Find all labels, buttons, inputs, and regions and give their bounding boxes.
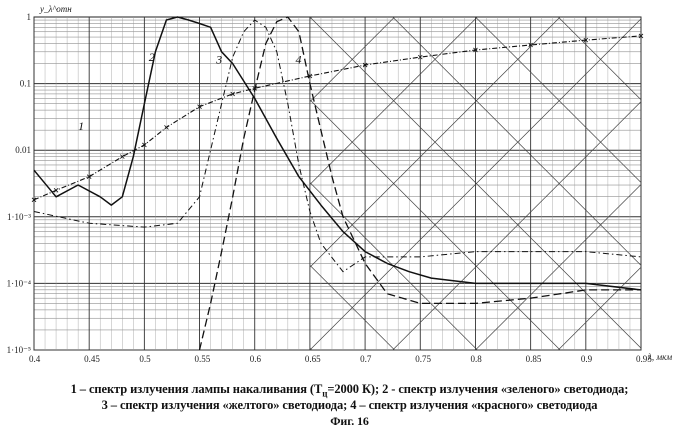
legend-line-2: 3 – спектр излучения «желтого» светодиод… — [101, 398, 598, 412]
diagonal-line — [475, 183, 641, 350]
series-group — [31, 16, 644, 351]
x-tick-label: 0.55 — [195, 354, 211, 364]
diagonal-line — [309, 17, 478, 185]
diagonal-line — [309, 17, 313, 20]
x-tick-label: 0.6 — [250, 354, 262, 364]
legend-item-1-sub: ц — [322, 388, 328, 399]
curve-label-4: 4 — [296, 53, 302, 67]
y-tick-label: 1 — [27, 12, 32, 22]
diagonal-line — [557, 266, 641, 350]
diagonal-line — [309, 18, 641, 350]
legend-item-1-part-b: =2000 К); 2 - спектр излучения «зеленого… — [327, 382, 629, 396]
series-point-1 — [197, 104, 202, 109]
diagonal-line — [640, 17, 641, 18]
plot-frame — [33, 16, 642, 351]
y-tick-label: 0.1 — [20, 79, 31, 89]
x-tick-label: 0.8 — [470, 354, 482, 364]
y-axis-label: y_λ^отн — [39, 4, 72, 14]
x-axis-label: λ, мкм — [647, 352, 672, 362]
series-point-1 — [583, 37, 589, 43]
x-tick-label: 0.5 — [139, 354, 151, 364]
diagonal-line — [640, 349, 641, 350]
series-point-1 — [473, 47, 478, 53]
x-tick-label: 0.95 — [636, 354, 652, 364]
curve-label-1: 1 — [78, 119, 84, 133]
diagonal-line — [309, 17, 561, 268]
y-tick-label: 1·10⁻³ — [7, 212, 31, 222]
series-point-1 — [230, 91, 235, 97]
series-point-1 — [417, 54, 423, 60]
series-line-4 — [198, 16, 641, 351]
diagonal-line — [475, 17, 641, 184]
legend-item-1-part-a: 1 – спектр излучения лампы накаливания (… — [70, 382, 323, 396]
x-tick-label: 0.4 — [29, 354, 41, 364]
series-point-1 — [362, 62, 368, 68]
x-tick-label: 0.7 — [360, 354, 372, 364]
series-point-1 — [86, 174, 92, 179]
figure-label: Фиг. 16 — [330, 414, 369, 428]
diagonal-line — [309, 17, 395, 103]
y-tick-label: 1·10⁻⁵ — [7, 345, 31, 355]
grid — [33, 16, 642, 351]
y-tick-label: 0.01 — [15, 145, 31, 155]
series-point-1 — [120, 154, 125, 159]
legend-line-1: 1 – спектр излучения лампы накаливания (… — [0, 382, 699, 399]
series-point-1 — [31, 197, 37, 203]
diagonal-grid-overlay — [309, 17, 641, 350]
x-tick-label: 0.65 — [305, 354, 321, 364]
spectrum-chart: 0.4 0.45 0.5 0.55 0.6 0.65 0.7 0.75 0.8 0.85 0.9 0.… — [7, 4, 673, 364]
series-point-1 — [164, 125, 169, 130]
diagonal-line — [392, 101, 641, 350]
series-line-2 — [33, 16, 642, 291]
x-tick-label: 0.75 — [415, 354, 431, 364]
series-point-1 — [638, 33, 644, 39]
x-tick-labels: 0.4 0.45 0.5 0.55 0.6 0.65 0.7 0.75 0.8 0.85 0.9 0.… — [29, 354, 652, 364]
x-tick-label: 0.9 — [581, 354, 593, 364]
series-point-1 — [528, 42, 533, 48]
diagonal-line — [392, 17, 641, 266]
series-point-1 — [142, 142, 147, 148]
diagonal-line — [309, 347, 313, 350]
y-tick-labels: 1 0.1 0.01 1·10⁻³ 1·10⁻⁴ 1·10⁻⁵ — [7, 12, 32, 355]
curve-label-3: 3 — [215, 53, 222, 67]
x-tick-label: 0.45 — [84, 354, 100, 364]
x-tick-label: 0.85 — [526, 354, 542, 364]
y-tick-label: 1·10⁻⁴ — [7, 278, 31, 288]
series-line-1 — [33, 35, 642, 201]
series-line-3 — [33, 19, 642, 273]
curve-label-2: 2 — [149, 50, 155, 64]
diagonal-line — [557, 17, 641, 101]
series-point-1 — [53, 188, 59, 193]
diagonal-line — [309, 264, 395, 350]
curve-labels: 1 2 3 4 — [78, 50, 301, 133]
